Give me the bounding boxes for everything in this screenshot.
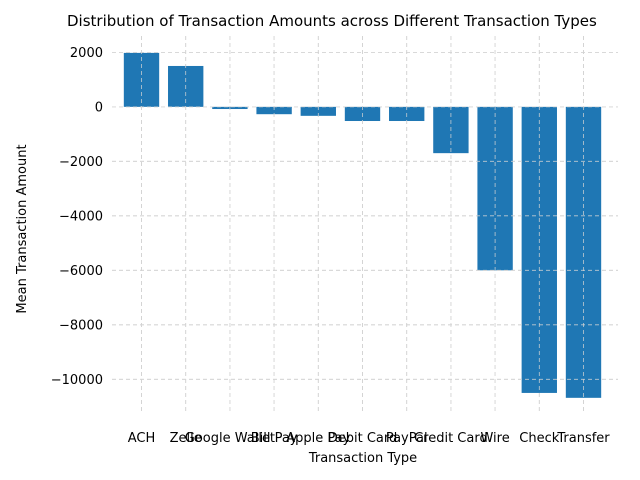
x-tick-label: Wire xyxy=(480,431,509,446)
grid-overlay xyxy=(112,36,618,412)
x-tick-label: PayPal xyxy=(386,431,428,446)
bar xyxy=(300,106,336,116)
x-tick-label: Google Wallet xyxy=(185,431,275,446)
y-tick-label: −4000 xyxy=(59,209,103,224)
y-tick-label: −2000 xyxy=(59,155,103,170)
x-axis-label: Transaction Type xyxy=(308,451,417,466)
bar xyxy=(477,106,513,271)
chart-title: Distribution of Transaction Amounts acro… xyxy=(67,12,597,30)
x-tick-label: Check xyxy=(519,431,559,446)
y-tick-label: −10000 xyxy=(51,373,103,388)
y-axis-ticks: 2000 0 −2000 −4000 −6000 −8000 −10000 xyxy=(51,46,103,388)
y-axis-label: Mean Transaction Amount xyxy=(15,144,30,313)
x-tick-label: Transfer xyxy=(556,431,610,446)
x-tick-label: Debit Card xyxy=(328,431,398,446)
x-tick-label: ACH xyxy=(128,431,156,446)
x-tick-label: Bill Pay xyxy=(251,431,298,446)
x-tick-label: Credit Card xyxy=(414,431,488,446)
y-tick-label: −8000 xyxy=(59,318,103,333)
x-tick-label: Zelle xyxy=(170,431,202,446)
x-tick-label: Apple Pay xyxy=(286,431,350,446)
bar xyxy=(256,106,292,115)
y-tick-label: 0 xyxy=(95,100,103,115)
y-tick-label: 2000 xyxy=(70,46,103,61)
y-tick-label: −6000 xyxy=(59,264,103,279)
